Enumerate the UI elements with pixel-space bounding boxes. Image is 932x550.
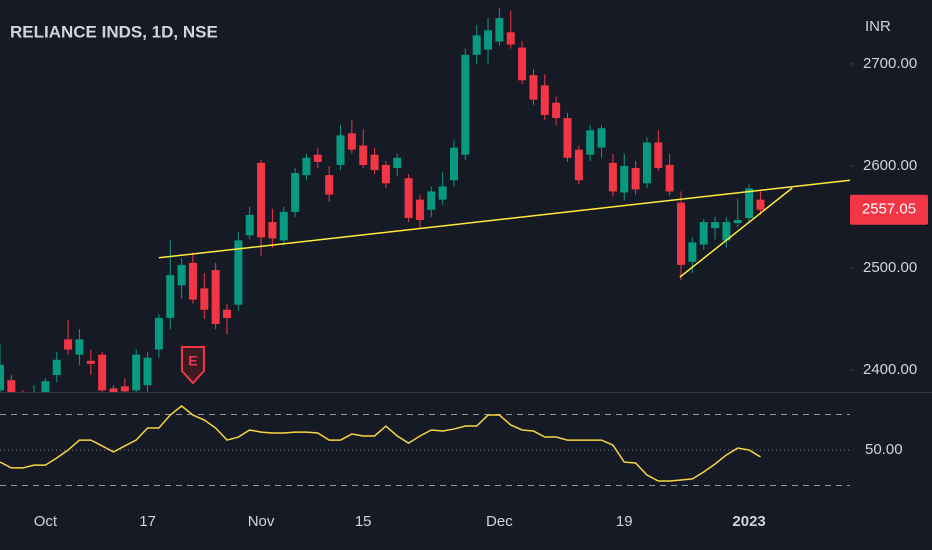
candle-body xyxy=(620,165,629,193)
y-tick-label: 2700.00 xyxy=(863,55,917,72)
x-tick-label: 17 xyxy=(139,513,156,530)
event-label: E xyxy=(188,353,197,369)
candle-body xyxy=(52,359,61,376)
candle-body xyxy=(677,202,685,265)
candle-body xyxy=(529,75,538,100)
candle-body xyxy=(75,339,84,355)
candle-body xyxy=(574,149,583,181)
y-tick-label: 50.00 xyxy=(865,441,903,458)
candle-body xyxy=(438,186,447,200)
candle-body xyxy=(665,164,674,192)
candle-body xyxy=(211,270,220,325)
candle-body xyxy=(325,175,334,195)
x-tick-label: 19 xyxy=(616,513,633,530)
candle-body xyxy=(41,381,50,392)
candle-body xyxy=(0,364,4,391)
candle-body xyxy=(631,168,640,190)
candle-body xyxy=(495,18,504,42)
candle-body xyxy=(733,220,742,224)
rsi-line xyxy=(0,405,761,482)
candle-body xyxy=(597,128,606,148)
candle-body xyxy=(404,178,413,218)
candle-body xyxy=(450,147,458,181)
candle-body xyxy=(642,142,651,184)
candle-body xyxy=(336,135,345,165)
y-tick-label: 2600.00 xyxy=(863,157,917,174)
candle-body xyxy=(756,199,765,210)
candle-body xyxy=(472,35,481,55)
candle-body xyxy=(166,275,175,318)
candle-body xyxy=(608,162,617,192)
candle-body xyxy=(393,157,402,168)
candle-body xyxy=(234,240,243,305)
candle-body xyxy=(109,388,118,392)
price-pane xyxy=(0,7,850,392)
last-price-box xyxy=(850,194,928,225)
candle-body xyxy=(484,30,493,50)
trendline xyxy=(158,179,850,259)
candle-body xyxy=(699,222,708,245)
candle-body xyxy=(268,222,277,239)
candle-body xyxy=(359,145,368,165)
candle-body xyxy=(154,317,163,350)
x-tick-label: Oct xyxy=(34,513,58,530)
candle-body xyxy=(7,380,16,392)
candle-body xyxy=(518,47,527,81)
candle-body xyxy=(257,162,266,238)
candle-body xyxy=(745,188,754,218)
candle-body xyxy=(711,222,720,229)
candle-body xyxy=(381,164,390,184)
candle-body xyxy=(415,199,424,221)
candle-body xyxy=(64,339,73,350)
candle-body xyxy=(177,264,186,286)
candle-body xyxy=(722,222,731,241)
candle-body xyxy=(506,32,515,45)
candle-body xyxy=(586,130,595,155)
candle-body xyxy=(552,102,561,119)
candle-body xyxy=(223,309,231,318)
candle-body xyxy=(563,118,572,158)
candle-body xyxy=(688,242,697,262)
candle-body xyxy=(461,54,470,155)
candle-body xyxy=(143,357,152,386)
currency: INR xyxy=(865,18,891,35)
candle-body xyxy=(120,386,129,392)
candle-body xyxy=(86,360,95,364)
x-tick-label: 2023 xyxy=(732,513,765,530)
candle-body xyxy=(427,191,436,210)
event-marker xyxy=(180,346,205,385)
candle-body xyxy=(654,142,663,168)
candle-body xyxy=(279,211,288,241)
candle-body xyxy=(370,154,379,171)
candle-body xyxy=(245,214,254,236)
candle-body xyxy=(291,173,300,212)
candle-body xyxy=(540,85,549,115)
candle-body xyxy=(98,354,107,391)
x-tick-label: 15 xyxy=(355,513,372,530)
candle-body xyxy=(188,262,197,300)
candle-body xyxy=(313,154,322,162)
candle-body xyxy=(302,157,311,176)
candle-body xyxy=(200,288,209,310)
x-tick-label: Nov xyxy=(248,513,275,530)
trendline xyxy=(679,187,793,278)
y-tick-label: 2500.00 xyxy=(863,259,917,276)
x-tick-label: Dec xyxy=(486,513,513,530)
candle-body xyxy=(132,354,141,391)
chart-title: RELIANCE INDS, 1D, NSE xyxy=(10,22,218,41)
candle-body xyxy=(347,133,356,150)
y-tick-label: 2400.00 xyxy=(863,361,917,378)
last-price-label: 2557.05 xyxy=(862,201,916,218)
